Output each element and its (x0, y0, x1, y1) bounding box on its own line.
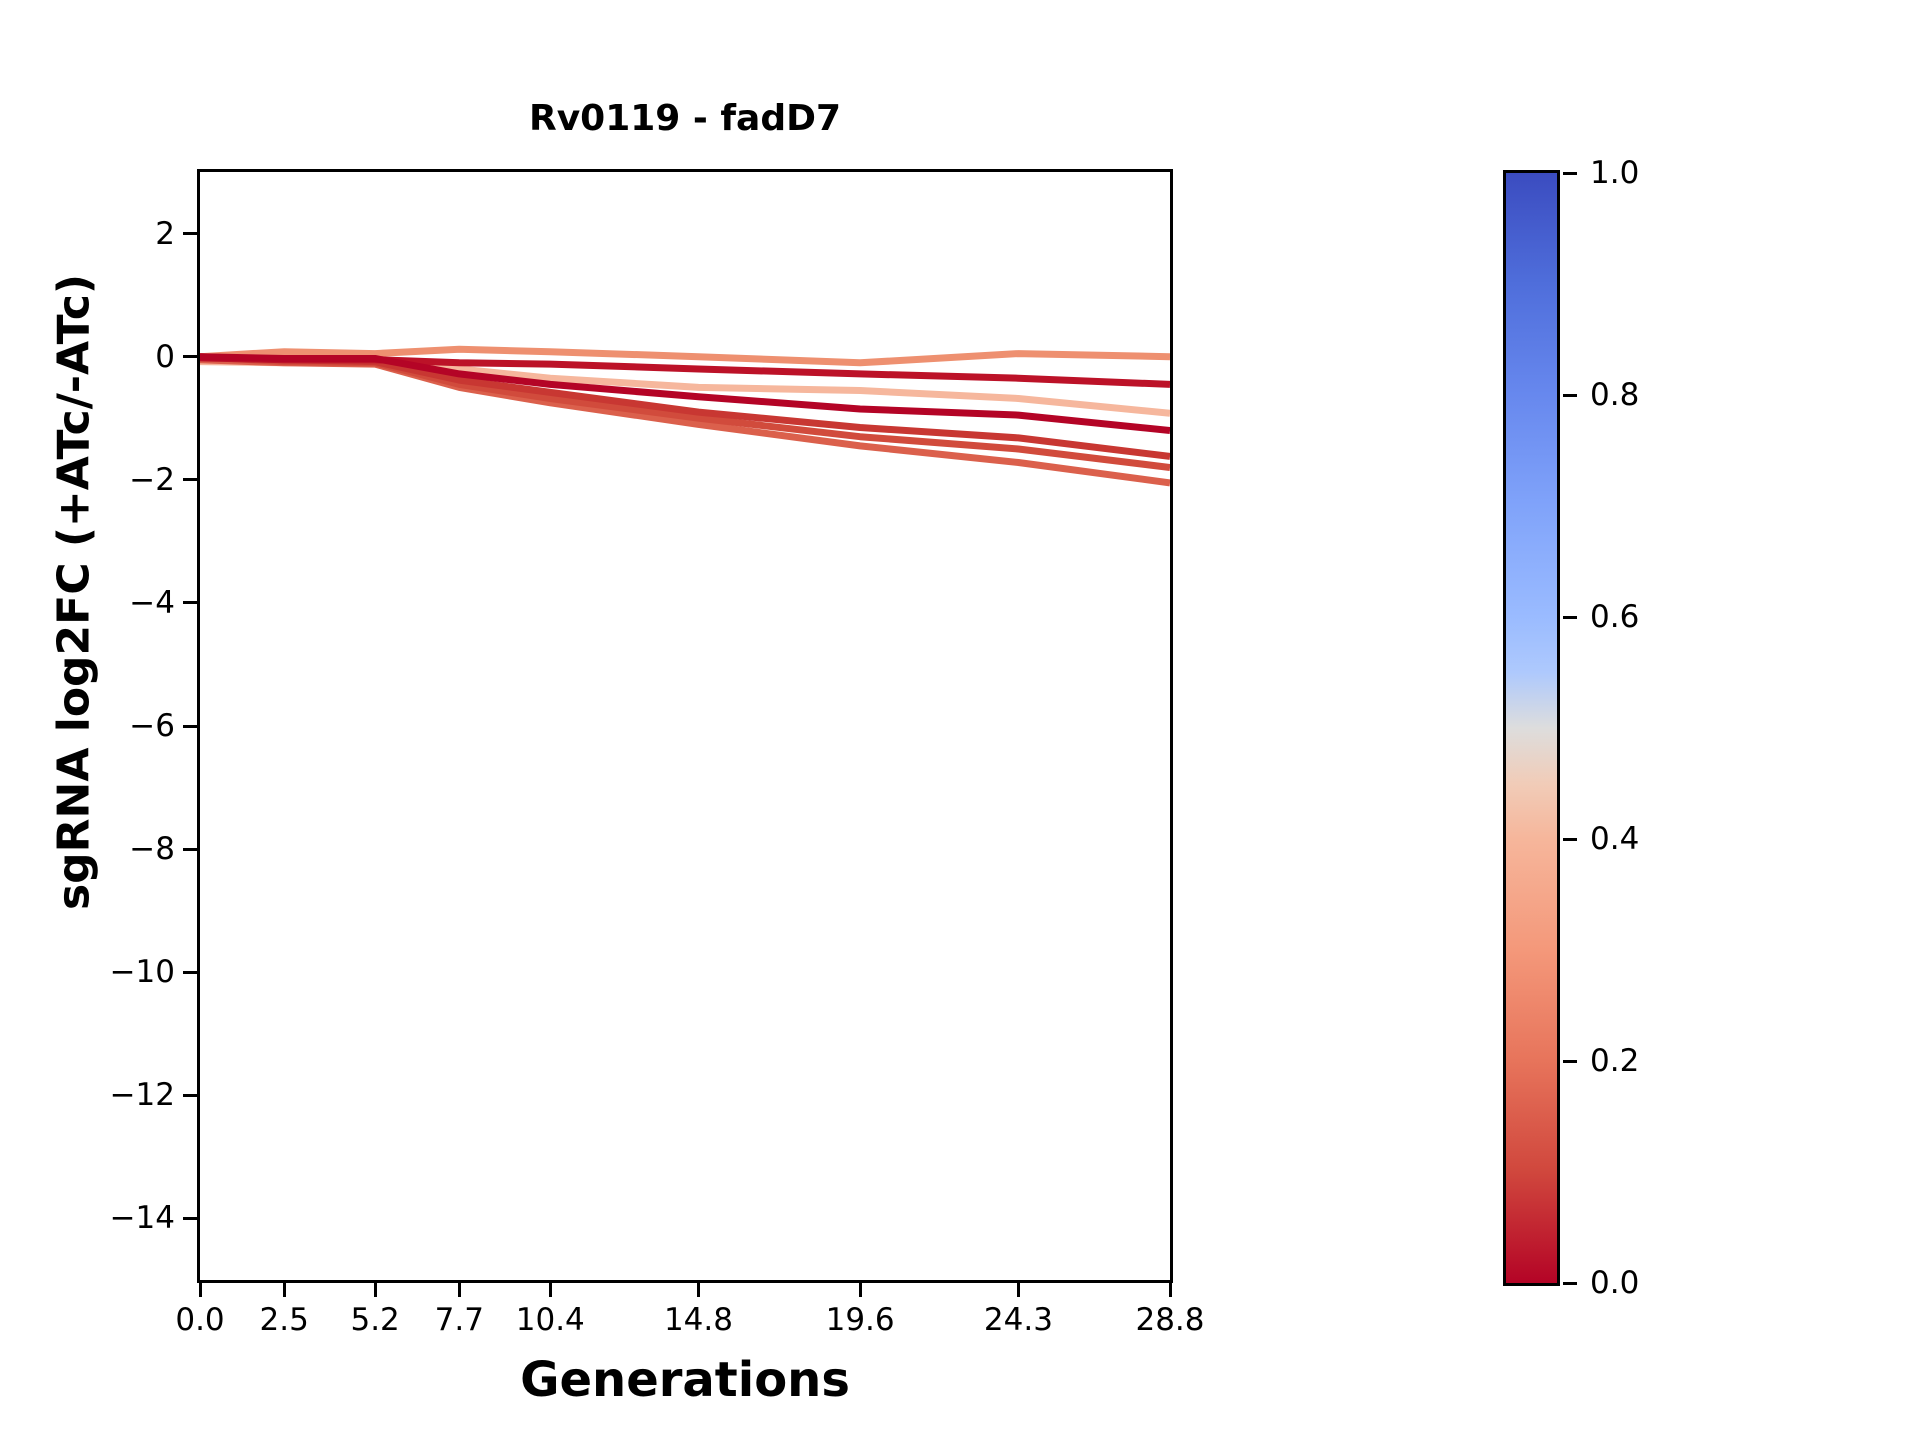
colorbar (1503, 170, 1560, 1286)
y-tick-label: −10 (109, 954, 175, 991)
colorbar-tick-mark (1563, 1059, 1577, 1063)
colorbar-tick-mark (1563, 171, 1577, 175)
series-lines-svg (200, 345, 1170, 487)
x-tick-mark (1016, 1283, 1020, 1297)
x-tick-mark (198, 1283, 202, 1297)
x-tick-label: 24.3 (983, 1302, 1053, 1338)
y-tick-mark (183, 724, 197, 728)
x-tick-label: 10.4 (515, 1302, 585, 1338)
colorbar-tick-mark (1563, 615, 1577, 619)
x-tick-label: 7.7 (434, 1302, 484, 1338)
y-tick-mark (183, 970, 197, 974)
y-tick-mark (183, 601, 197, 605)
y-tick-label: −2 (129, 461, 175, 498)
x-tick-label: 19.6 (825, 1302, 895, 1338)
colorbar-tick-mark (1563, 837, 1577, 841)
x-tick-mark (1168, 1283, 1172, 1297)
series-line-2 (200, 345, 1170, 367)
y-tick-label: −8 (129, 831, 175, 868)
y-tick-mark (183, 1093, 197, 1097)
y-tick-label: −12 (109, 1077, 175, 1114)
x-axis-label: Generations (520, 1352, 850, 1408)
colorbar-tick-label: 0.0 (1590, 1265, 1640, 1301)
x-tick-mark (373, 1283, 377, 1297)
y-tick-mark (183, 232, 197, 236)
colorbar-tick-label: 0.4 (1590, 821, 1640, 857)
colorbar-tick-mark (1563, 1281, 1577, 1285)
y-tick-label: −14 (109, 1200, 175, 1237)
plot-area (197, 169, 1173, 1283)
x-tick-mark (548, 1283, 552, 1297)
x-tick-mark (457, 1283, 461, 1297)
y-tick-mark (183, 1216, 197, 1220)
x-tick-label: 14.8 (663, 1302, 733, 1338)
series-line-7 (200, 353, 1170, 434)
chart-title: Rv0119 - fadD7 (528, 98, 842, 139)
x-tick-label: 0.0 (175, 1302, 225, 1338)
y-tick-label: 0 (155, 338, 175, 375)
colorbar-tick-label: 1.0 (1590, 155, 1640, 191)
x-tick-label: 2.5 (259, 1302, 309, 1338)
y-tick-label: −6 (129, 708, 175, 744)
y-tick-mark (183, 355, 197, 359)
colorbar-tick-label: 0.8 (1590, 377, 1640, 413)
x-tick-label: 28.8 (1135, 1302, 1205, 1338)
x-tick-label: 5.2 (350, 1302, 400, 1338)
y-tick-mark (183, 847, 197, 851)
colorbar-tick-label: 0.2 (1590, 1043, 1640, 1079)
y-tick-label: 2 (155, 215, 175, 252)
y-tick-label: −4 (129, 584, 175, 621)
y-tick-mark (183, 478, 197, 482)
colorbar-tick-label: 0.6 (1590, 599, 1640, 635)
x-tick-mark (282, 1283, 286, 1297)
x-tick-mark (858, 1283, 862, 1297)
x-tick-mark (696, 1283, 700, 1297)
colorbar-tick-mark (1563, 393, 1577, 397)
